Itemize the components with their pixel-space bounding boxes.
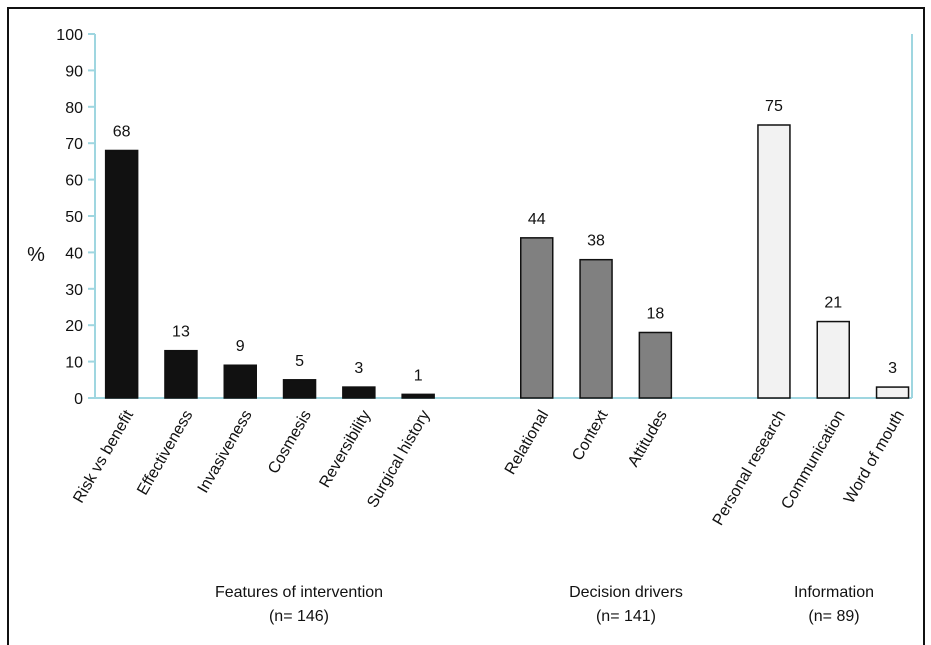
y-tick-label: 20 (65, 318, 83, 335)
value-label: 5 (295, 353, 304, 370)
value-label: 21 (824, 295, 842, 312)
y-tick-label: 30 (65, 282, 83, 299)
category-label: Word of mouth (841, 408, 908, 507)
y-tick-label: 60 (65, 173, 83, 190)
category-label: Communication (778, 408, 848, 513)
bar (757, 124, 791, 399)
bars (104, 124, 910, 399)
value-label: 13 (172, 324, 190, 341)
category-label: Surgical history (364, 408, 433, 511)
bar (104, 149, 139, 399)
value-label: 1 (414, 367, 423, 384)
bar (579, 258, 613, 399)
y-tick-label: 10 (65, 355, 83, 372)
category-label: Cosmesis (265, 408, 315, 477)
y-tick-label: 0 (74, 391, 83, 408)
bar (342, 386, 376, 399)
bar (816, 320, 850, 399)
value-label: 18 (646, 305, 664, 322)
y-tick-label: 40 (65, 245, 83, 262)
category-label: Attitudes (625, 408, 671, 470)
group-n-label: (n= 141) (596, 608, 656, 625)
bar (223, 364, 257, 399)
bar (282, 379, 317, 399)
group-name: Information (794, 584, 874, 601)
value-label: 9 (236, 338, 245, 355)
bar (638, 331, 673, 399)
y-tick-label: 70 (65, 136, 83, 153)
y-tick-label: 90 (65, 63, 83, 80)
y-axis-ticks: 0 10 20 30 40 50 60 70 80 90 100 (56, 27, 95, 408)
group-n-label: (n= 146) (269, 608, 329, 625)
category-label: Relational (502, 408, 552, 478)
category-label: Invasiveness (195, 408, 256, 497)
group-name: Features of intervention (215, 584, 383, 601)
y-tick-label: 100 (56, 27, 83, 44)
value-label: 3 (888, 360, 897, 377)
value-label: 3 (354, 360, 363, 377)
chart-frame (7, 7, 925, 645)
bar (875, 386, 910, 399)
category-labels: Risk vs benefitEffectivenessInvasiveness… (70, 407, 908, 528)
group-name: Decision drivers (569, 584, 683, 601)
group-n-label: (n= 89) (808, 608, 859, 625)
value-label: 75 (765, 98, 783, 115)
bar (401, 393, 435, 399)
category-label: Reversibility (316, 408, 374, 491)
category-label: Risk vs benefit (70, 407, 137, 506)
category-label: Context (569, 407, 612, 464)
value-labels: 68 13 9 5 3 1 44 38 18 75 21 3 (113, 98, 897, 384)
value-label: 68 (113, 123, 131, 140)
value-label: 38 (587, 233, 605, 250)
category-label: Personal research (710, 408, 790, 529)
group-labels: Features of intervention (n= 146) Decision… (215, 584, 874, 625)
y-tick-label: 80 (65, 100, 83, 117)
bar (164, 349, 198, 399)
value-label: 44 (528, 211, 546, 228)
y-tick-label: 50 (65, 209, 83, 226)
category-label: Effectiveness (134, 408, 196, 499)
y-axis-label: % (27, 244, 45, 266)
bar (520, 237, 554, 399)
